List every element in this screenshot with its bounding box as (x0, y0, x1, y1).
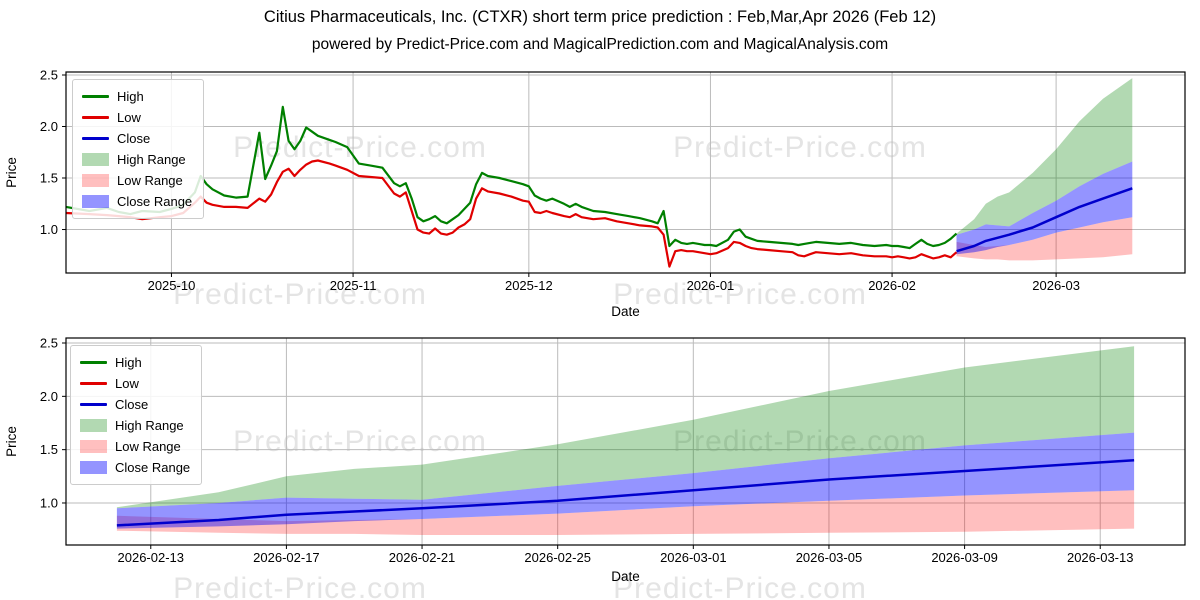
x-tick-label: 2026-03-09 (931, 550, 998, 565)
y-axis-label: Price (4, 157, 19, 188)
y-tick-label: 1.0 (40, 495, 58, 510)
legend-label: Low (117, 110, 141, 125)
legend-item-high-range: High Range (80, 415, 190, 436)
legend-label: Low Range (117, 173, 183, 188)
legend-item-low: Low (80, 373, 190, 394)
range-band (956, 217, 1133, 261)
legend-item-close: Close (80, 394, 190, 415)
x-tick-label: 2026-02 (868, 278, 916, 293)
x-tick-label: 2026-03 (1032, 278, 1080, 293)
x-tick-label: 2025-12 (505, 278, 553, 293)
legend-label: Close Range (117, 194, 193, 209)
legend-label: Close Range (115, 460, 191, 475)
legend-swatch (82, 116, 109, 119)
x-axis-label: Date (611, 304, 640, 319)
x-tick-label: 2025-11 (330, 278, 377, 293)
range-band (116, 490, 1135, 535)
y-tick-label: 1.5 (40, 171, 58, 186)
legend-swatch (80, 440, 107, 453)
legend-label: High (115, 355, 142, 370)
legend-label: High Range (117, 152, 186, 167)
legend-swatch (80, 382, 107, 385)
range-band (956, 78, 1133, 235)
legend-item-low: Low (82, 107, 192, 128)
legend-item-high: High (80, 352, 190, 373)
y-tick-label: 1.5 (40, 442, 58, 457)
y-axis-label: Price (4, 426, 19, 457)
range-band (116, 346, 1135, 509)
high-line (65, 105, 958, 250)
watermark-text: Predict-Price.com (173, 572, 427, 600)
x-tick-label: 2026-02-13 (118, 550, 185, 565)
legend-swatch (80, 461, 107, 474)
watermark-text: Predict-Price.com (233, 425, 487, 458)
legend-label: Low Range (115, 439, 181, 454)
legend-swatch (82, 153, 109, 166)
legend-label: Close (117, 131, 151, 146)
legend-swatch (82, 95, 109, 98)
x-tick-label: 2026-02-25 (524, 550, 591, 565)
x-tick-label: 2026-03-13 (1067, 550, 1134, 565)
x-tick-label: 2026-03-01 (660, 550, 727, 565)
legend-bottom-chart: High Low Close High Range Low Range Close Ran… (70, 345, 203, 485)
page-subtitle: powered by Predict-Price.com and Magical… (311, 36, 889, 53)
watermark-text: Predict-Price.com (613, 572, 867, 600)
legend-swatch (80, 419, 107, 432)
watermark-text: Predict-Price.com (173, 278, 427, 311)
close-forecast-line (116, 459, 1135, 527)
close-forecast-line (956, 187, 1133, 253)
plot-border (65, 71, 1186, 274)
x-tick-label: 2026-02-21 (389, 550, 456, 565)
plot-border (65, 337, 1186, 546)
range-band (956, 161, 1133, 255)
legend-swatch (80, 403, 107, 406)
y-tick-label: 2.0 (40, 119, 58, 134)
legend-label: Close (115, 397, 149, 412)
legend-swatch (82, 174, 109, 187)
watermark-text: Predict-Price.com (233, 131, 487, 164)
legend-label: High (117, 89, 144, 104)
legend-item-close-range: Close Range (80, 457, 190, 478)
y-tick-label: 2.5 (40, 336, 58, 351)
legend-top-chart: High Low Close High Range Low Range Close Ran… (72, 79, 205, 219)
legend-swatch (80, 361, 107, 364)
x-tick-label: 2026-01 (687, 278, 735, 293)
legend-item-low-range: Low Range (82, 170, 192, 191)
y-tick-label: 2.0 (40, 389, 58, 404)
legend-item-high-range: High Range (82, 149, 192, 170)
legend-item-high: High (82, 86, 192, 107)
legend-label: High Range (115, 418, 184, 433)
legend-item-close-range: Close Range (82, 191, 192, 212)
watermark-text: Predict-Price.com (673, 131, 927, 164)
legend-swatch (82, 195, 109, 208)
legend-label: Low (115, 376, 139, 391)
low-line (65, 159, 958, 268)
page-title: Citius Pharmaceuticals, Inc. (CTXR) shor… (263, 8, 937, 26)
watermark-text: Predict-Price.com (673, 425, 927, 459)
range-band (116, 432, 1135, 529)
x-tick-label: 2026-02-17 (253, 550, 320, 565)
y-tick-label: 2.5 (40, 67, 58, 82)
watermark-text: Predict-Price.com (613, 278, 867, 311)
x-axis-label: Date (611, 569, 640, 584)
x-tick-label: 2025-10 (148, 278, 196, 293)
y-tick-label: 1.0 (40, 222, 58, 237)
legend-item-low-range: Low Range (80, 436, 190, 457)
legend-swatch (82, 137, 109, 140)
legend-item-close: Close (82, 128, 192, 149)
x-tick-label: 2026-03-05 (796, 550, 863, 565)
